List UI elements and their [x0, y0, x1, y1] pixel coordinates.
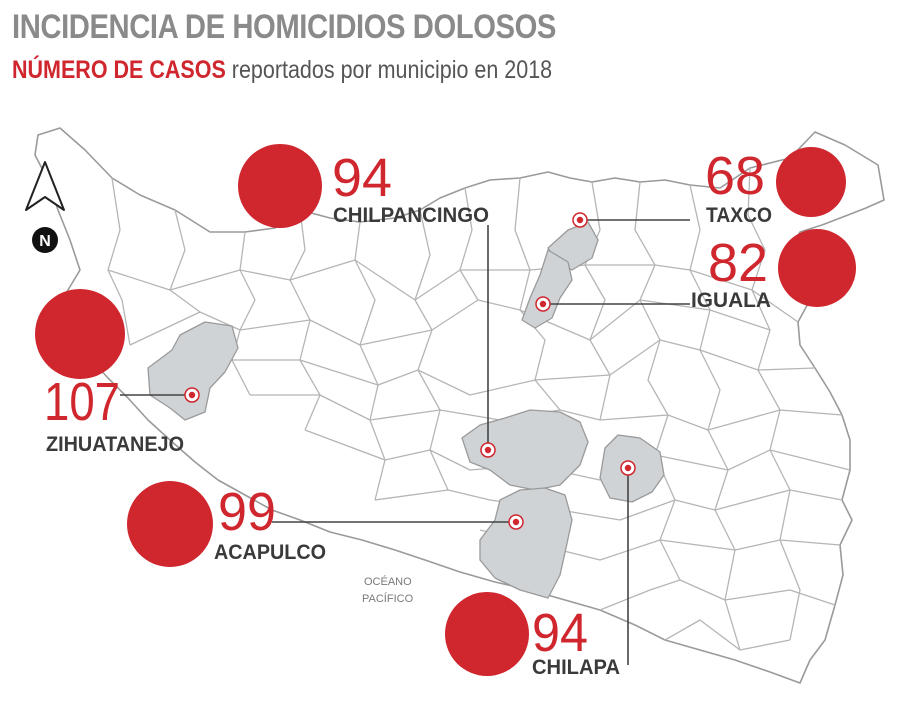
- dot-taxco: [572, 212, 588, 228]
- municipal-borders: [107, 167, 851, 651]
- north-arrow-icon: N: [25, 161, 65, 253]
- circle-acapulco: [127, 481, 213, 567]
- dot-acapulco: [508, 514, 524, 530]
- circle-chilpancingo: [238, 144, 322, 228]
- label-taxco: TAXCO: [706, 204, 772, 227]
- location-dots: [184, 212, 636, 530]
- dot-iguala: [535, 296, 551, 312]
- north-label: N: [39, 233, 51, 250]
- region-acapulco: [479, 487, 573, 599]
- circle-iguala: [778, 229, 856, 307]
- label-chilapa: CHILAPA: [532, 656, 620, 679]
- ocean-label-line2: PACÍFICO: [362, 592, 414, 605]
- region-iguala: [521, 249, 573, 329]
- dot-zihuatanejo: [184, 387, 200, 403]
- count-taxco: 68: [705, 146, 765, 206]
- label-iguala: IGUALA: [691, 289, 771, 312]
- label-acapulco: ACAPULCO: [214, 541, 326, 564]
- count-chilpancingo: 94: [332, 148, 392, 208]
- map-subtitle: NÚMERO DE CASOS reportados por municipio…: [12, 56, 552, 85]
- subtitle-rest: reportados por municipio en 2018: [225, 56, 553, 84]
- circle-zihuatanejo: [35, 289, 125, 379]
- label-zihuatanejo: ZIHUATANEJO: [46, 433, 184, 456]
- circle-taxco: [776, 147, 846, 217]
- label-chilpancingo: CHILPANCINGO: [333, 204, 489, 227]
- count-zihuatanejo: 107: [44, 372, 120, 432]
- circle-chilapa: [445, 592, 529, 676]
- count-chilapa: 94: [532, 603, 588, 663]
- region-chilpancingo: [461, 409, 589, 491]
- dot-chilpancingo: [480, 442, 496, 458]
- count-iguala: 82: [708, 233, 768, 293]
- map-title: INCIDENCIA DE HOMICIDIOS DOLOSOS: [12, 8, 557, 46]
- subtitle-highlight: NÚMERO DE CASOS: [12, 56, 226, 84]
- dot-chilapa: [620, 460, 636, 476]
- ocean-label-line1: OCÉANO: [364, 575, 412, 588]
- count-acapulco: 99: [218, 482, 276, 542]
- case-circles: [35, 144, 856, 676]
- leader-lines: [120, 219, 690, 665]
- highlighted-municipalities: [147, 221, 665, 599]
